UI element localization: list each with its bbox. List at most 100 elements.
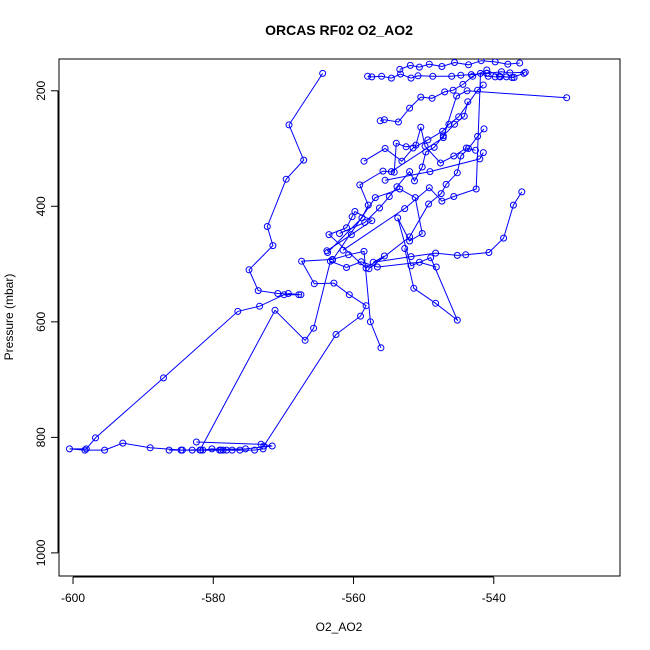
data-point: [236, 446, 244, 454]
series-line: [332, 188, 459, 322]
data-point: [393, 183, 401, 191]
data-series: [387, 87, 571, 176]
data-series: [260, 247, 385, 450]
data-point: [301, 336, 309, 344]
data-point: [188, 446, 196, 454]
series-line: [69, 73, 324, 451]
data-point: [417, 123, 425, 131]
x-axis-label: O2_AO2: [316, 620, 363, 634]
data-point: [330, 279, 338, 287]
data-series: [165, 438, 276, 454]
data-point: [347, 231, 355, 239]
data-point: [439, 134, 447, 142]
data-point: [498, 68, 505, 76]
data-point: [325, 231, 333, 239]
x-tick-label: -600: [61, 591, 85, 605]
data-point: [467, 71, 475, 79]
y-tick-label: 600: [34, 312, 48, 332]
data-point: [81, 446, 89, 454]
y-axis-label: Pressure (mbar): [2, 274, 16, 361]
data-point: [364, 72, 372, 80]
data-point: [119, 439, 127, 447]
data-point: [504, 60, 512, 68]
data-point: [371, 194, 379, 202]
data-series: [323, 188, 526, 272]
y-tick-label: 800: [34, 427, 48, 447]
data-point: [451, 120, 458, 128]
y-tick-label: 200: [34, 80, 48, 100]
data-point: [260, 442, 268, 450]
y-tick-label: 400: [34, 196, 48, 216]
data-point: [177, 446, 185, 454]
plot-frame: [58, 58, 621, 577]
data-point: [282, 175, 290, 183]
data-point: [453, 92, 461, 100]
data-series: [336, 98, 472, 237]
series-layer: [66, 59, 571, 454]
data-point: [450, 193, 458, 200]
x-tick-label: -580: [201, 591, 225, 605]
data-point: [474, 86, 482, 94]
data-point: [351, 208, 359, 215]
data-point: [477, 69, 484, 77]
data-point: [379, 167, 387, 175]
series-line: [199, 260, 437, 451]
data-point: [146, 444, 154, 452]
data-point: [521, 68, 529, 76]
data-point: [297, 291, 305, 299]
data-point: [464, 98, 472, 106]
data-point: [516, 59, 524, 67]
data-point: [437, 190, 445, 198]
data-point: [285, 121, 293, 129]
data-point: [295, 291, 303, 299]
data-point: [345, 291, 353, 299]
data-point: [192, 438, 200, 446]
data-point: [396, 65, 404, 73]
data-point: [397, 70, 404, 78]
data-point: [387, 74, 395, 82]
data-point: [432, 249, 440, 257]
data-point: [453, 251, 461, 259]
data-point: [160, 374, 167, 382]
data-point: [406, 168, 414, 176]
data-point: [377, 344, 385, 352]
data-point: [448, 72, 456, 80]
data-point: [457, 71, 465, 79]
data-point: [385, 193, 393, 200]
data-point: [364, 201, 372, 209]
data-point: [234, 307, 242, 315]
data-point: [427, 254, 435, 262]
data-point: [510, 74, 518, 81]
data-point: [332, 331, 340, 338]
data-point: [429, 72, 437, 80]
data-point: [387, 168, 395, 176]
data-point: [319, 69, 327, 77]
data-series: [381, 149, 487, 184]
data-point: [284, 290, 292, 297]
data-point: [415, 63, 423, 71]
data-point: [407, 262, 415, 270]
data-point: [453, 169, 461, 177]
chart-title: ORCAS RF02 O2_AO2: [265, 22, 413, 38]
data-point: [373, 263, 381, 271]
data-point: [460, 112, 468, 120]
data-point: [254, 287, 262, 295]
data-point: [381, 176, 389, 184]
data-point: [263, 223, 271, 230]
data-point: [462, 251, 470, 259]
data-point: [441, 88, 449, 96]
data-point: [459, 80, 467, 88]
data-point: [424, 136, 432, 144]
data-series: [376, 66, 528, 126]
data-point: [378, 72, 386, 80]
data-point: [368, 217, 376, 225]
data-point: [520, 69, 528, 77]
data-point: [365, 265, 373, 273]
series-line: [368, 128, 485, 270]
data-series: [364, 68, 529, 82]
data-point: [376, 204, 383, 212]
data-point: [280, 291, 288, 299]
data-point: [491, 59, 499, 66]
data-series: [360, 81, 487, 165]
